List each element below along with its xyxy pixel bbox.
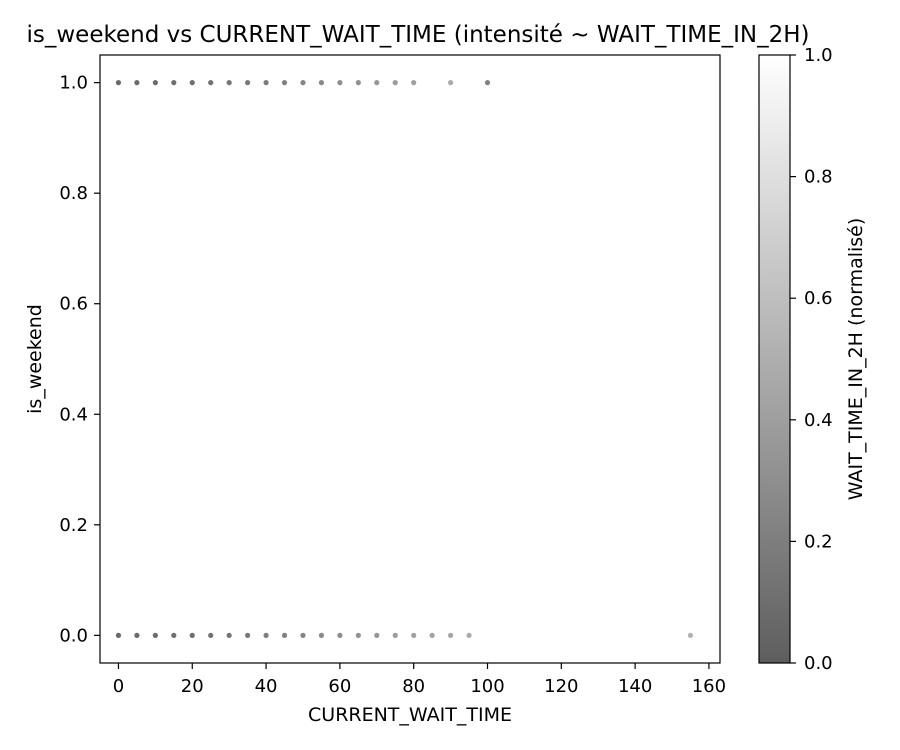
- y-axis-label: is_weekend: [24, 304, 46, 414]
- x-tick-label: 160: [692, 676, 726, 697]
- data-point-16: [411, 80, 417, 86]
- data-point-3: [171, 80, 177, 86]
- x-axis-ticks: 0 20 40 60 80 100 120 140 160: [113, 663, 726, 697]
- data-point-27: [263, 632, 269, 638]
- data-point-25: [226, 632, 232, 638]
- colorbar-tick-label: 0.4: [804, 410, 833, 431]
- data-point-39: [687, 632, 694, 638]
- colorbar-label: WAIT_TIME_IN_2H (normalisé): [845, 218, 867, 501]
- plot-area: [100, 55, 720, 663]
- chart-title: is_weekend vs CURRENT_WAIT_TIME (intensi…: [26, 22, 809, 48]
- colorbar-tick-label: 0.6: [804, 288, 833, 309]
- data-point-19: [115, 632, 122, 638]
- data-point-13: [355, 80, 361, 86]
- data-point-32: [355, 632, 361, 638]
- data-point-9: [281, 80, 288, 86]
- x-tick-label: 20: [181, 676, 204, 697]
- x-tick-label: 120: [544, 676, 578, 697]
- x-tick-label: 40: [255, 676, 278, 697]
- colorbar-ticks: 0.0 0.2 0.4 0.6 0.8 1.0: [790, 45, 833, 674]
- scatter-points: [115, 80, 694, 638]
- y-tick-label: 0.4: [59, 404, 88, 425]
- data-point-5: [208, 80, 214, 86]
- data-point-37: [448, 632, 454, 638]
- data-point-38: [466, 632, 472, 638]
- y-tick-label: 0.0: [59, 625, 88, 646]
- data-point-2: [152, 80, 158, 86]
- colorbar-tick-label: 0.2: [804, 531, 833, 552]
- data-point-33: [374, 632, 380, 638]
- data-point-15: [392, 80, 398, 86]
- data-point-26: [245, 632, 251, 638]
- data-point-20: [134, 632, 140, 638]
- data-point-1: [134, 80, 140, 86]
- data-point-17: [448, 80, 454, 86]
- data-point-7: [245, 80, 251, 86]
- data-point-0: [115, 80, 122, 86]
- x-tick-label: 0: [113, 676, 124, 697]
- x-tick-label: 60: [328, 676, 351, 697]
- data-point-23: [189, 632, 195, 638]
- data-point-12: [337, 80, 343, 86]
- data-point-34: [392, 632, 398, 638]
- data-point-35: [411, 632, 417, 638]
- data-point-8: [263, 80, 269, 86]
- data-point-24: [208, 632, 214, 638]
- y-tick-label: 1.0: [59, 73, 88, 94]
- x-tick-label: 100: [470, 676, 504, 697]
- data-point-11: [318, 80, 325, 86]
- data-point-29: [300, 632, 306, 638]
- data-point-31: [337, 632, 343, 638]
- data-point-22: [171, 632, 177, 638]
- y-axis-ticks: 0.0 0.2 0.4 0.6 0.8 1.0: [59, 73, 100, 646]
- data-point-28: [281, 632, 288, 638]
- x-axis-label: CURRENT_WAIT_TIME: [308, 704, 512, 726]
- x-tick-label: 140: [618, 676, 652, 697]
- colorbar-tick-label: 0.0: [804, 653, 833, 674]
- plot-frame: [99, 54, 721, 664]
- colorbar-tick-label: 0.8: [804, 167, 833, 188]
- y-tick-label: 0.2: [59, 515, 88, 536]
- data-point-14: [374, 80, 380, 86]
- y-tick-label: 0.6: [59, 294, 88, 315]
- data-point-4: [189, 80, 195, 86]
- colorbar: [758, 54, 791, 664]
- data-point-36: [429, 632, 435, 638]
- data-point-18: [484, 80, 491, 86]
- y-tick-label: 0.8: [59, 183, 88, 204]
- data-point-6: [226, 80, 232, 86]
- data-point-10: [300, 80, 306, 86]
- x-tick-label: 80: [402, 676, 425, 697]
- colorbar-tick-label: 1.0: [804, 45, 833, 66]
- data-point-30: [318, 632, 325, 638]
- data-point-21: [152, 632, 158, 638]
